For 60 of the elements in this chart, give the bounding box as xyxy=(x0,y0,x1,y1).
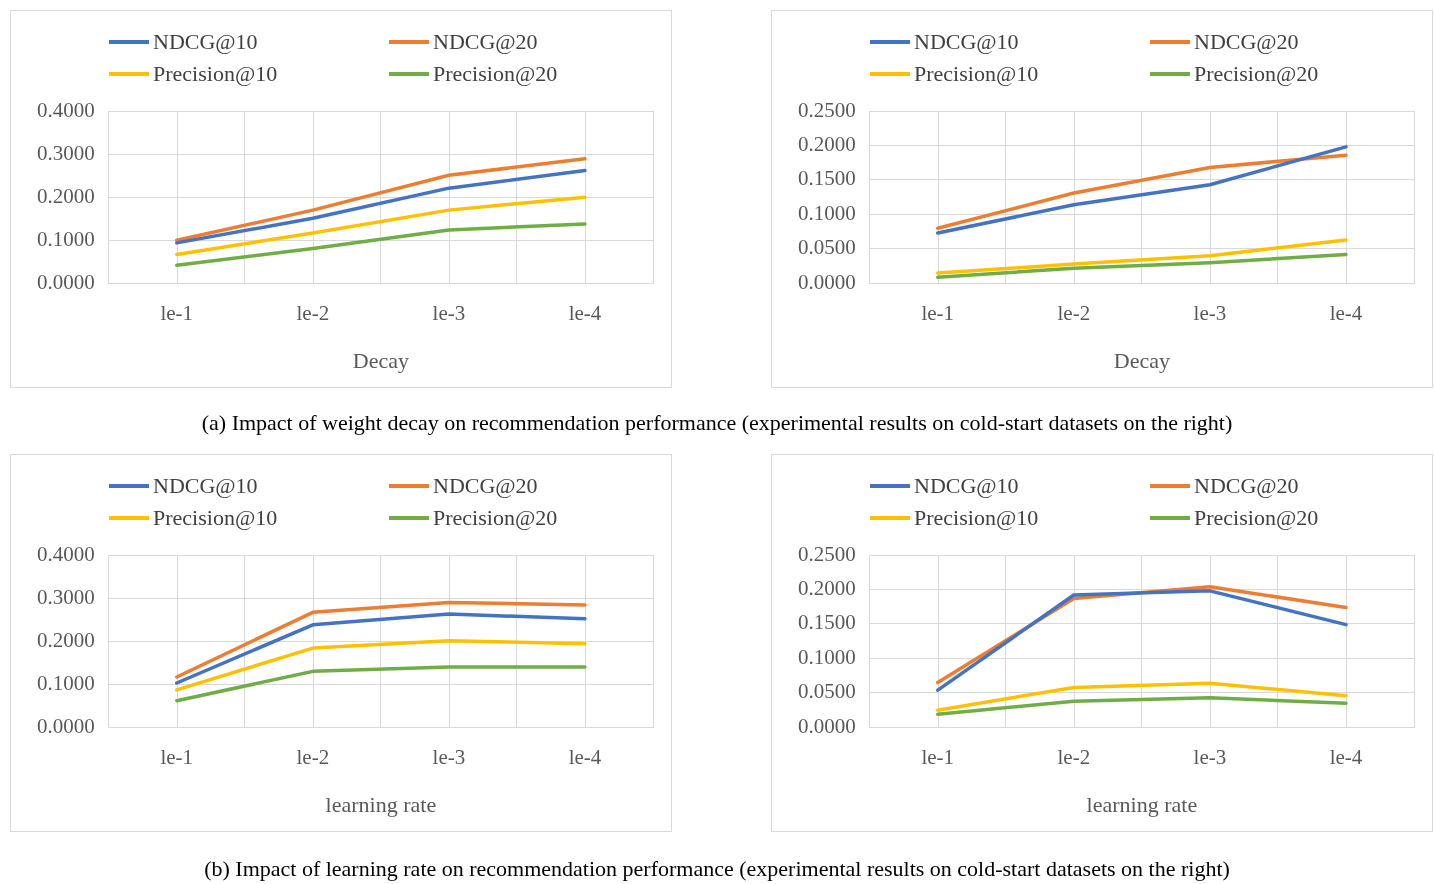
x-tick-label: le-3 xyxy=(1193,300,1227,325)
legend-label: NDCG@20 xyxy=(433,473,538,499)
y-tick-label: 0.0000 xyxy=(798,269,856,294)
y-tick-label: 0.4000 xyxy=(37,97,95,122)
y-tick-label: 0.4000 xyxy=(37,541,95,566)
y-tick-label: 0.1000 xyxy=(37,226,95,251)
x-tick-label: le-3 xyxy=(432,300,466,325)
x-tick-label: le-4 xyxy=(568,300,602,325)
x-axis-title: learning rate xyxy=(1086,791,1198,817)
x-tick-label: le-2 xyxy=(1057,744,1091,769)
y-tick-label: 0.2500 xyxy=(798,97,856,122)
x-axis-title: Decay xyxy=(1113,347,1170,373)
legend-label: NDCG@10 xyxy=(914,29,1019,55)
y-tick-label: 0.2000 xyxy=(798,132,856,156)
legend-label: Precision@20 xyxy=(433,505,558,531)
y-tick-label: 0.2000 xyxy=(37,183,95,208)
y-tick-label: 0.1000 xyxy=(798,200,856,225)
x-tick-label: le-3 xyxy=(1193,744,1227,769)
text: (a) Impact of weight decay on recommendation performance (experimental results on cold-start datasets on the right) xyxy=(200,410,1234,436)
legend-label: NDCG@20 xyxy=(433,29,538,55)
x-tick-label: le-4 xyxy=(568,744,602,769)
x-tick-label: le-2 xyxy=(296,744,330,769)
y-tick-label: 0.0000 xyxy=(37,713,95,738)
x-tick-label: le-1 xyxy=(160,300,194,325)
x-axis-title: Decay xyxy=(352,347,409,373)
legend-label: NDCG@20 xyxy=(1194,29,1299,55)
y-tick-label: 0.2000 xyxy=(798,576,856,600)
x-axis-title: learning rate xyxy=(325,791,437,817)
y-tick-label: 0.0000 xyxy=(798,713,856,738)
x-tick-label: le-4 xyxy=(1329,744,1363,769)
x-tick-label: le-2 xyxy=(1057,300,1091,325)
legend-label: Precision@20 xyxy=(433,61,558,87)
x-tick-label: le-1 xyxy=(921,744,955,769)
x-tick-label: le-1 xyxy=(160,744,194,769)
legend-label: Precision@10 xyxy=(153,505,278,531)
legend-label: NDCG@10 xyxy=(914,473,1019,499)
y-tick-label: 0.0000 xyxy=(37,269,95,294)
text: (b) Impact of learning rate on recommendation performance (experimental results on cold-start datasets on the right) xyxy=(203,856,1231,882)
legend-label: Precision@10 xyxy=(153,61,278,87)
x-tick-label: le-2 xyxy=(296,300,330,325)
legend-label: NDCG@10 xyxy=(153,29,258,55)
y-tick-label: 0.2000 xyxy=(37,627,95,652)
legend-label: NDCG@20 xyxy=(1194,473,1299,499)
legend-label: Precision@10 xyxy=(914,505,1039,531)
y-tick-label: 0.0500 xyxy=(798,679,856,704)
legend-label: Precision@20 xyxy=(1194,505,1319,531)
y-tick-label: 0.1500 xyxy=(798,166,856,191)
y-tick-label: 0.3000 xyxy=(37,140,95,165)
y-tick-label: 0.2500 xyxy=(798,541,856,566)
y-tick-label: 0.1500 xyxy=(798,610,856,635)
y-tick-label: 0.1000 xyxy=(37,670,95,695)
y-tick-label: 0.0500 xyxy=(798,235,856,260)
legend-label: Precision@20 xyxy=(1194,61,1319,87)
x-tick-label: le-1 xyxy=(921,300,955,325)
legend-label: NDCG@10 xyxy=(153,473,258,499)
y-tick-label: 0.3000 xyxy=(37,584,95,609)
y-tick-label: 0.1000 xyxy=(798,644,856,669)
x-tick-label: le-3 xyxy=(432,744,466,769)
x-tick-label: le-4 xyxy=(1329,300,1363,325)
legend-label: Precision@10 xyxy=(914,61,1039,87)
